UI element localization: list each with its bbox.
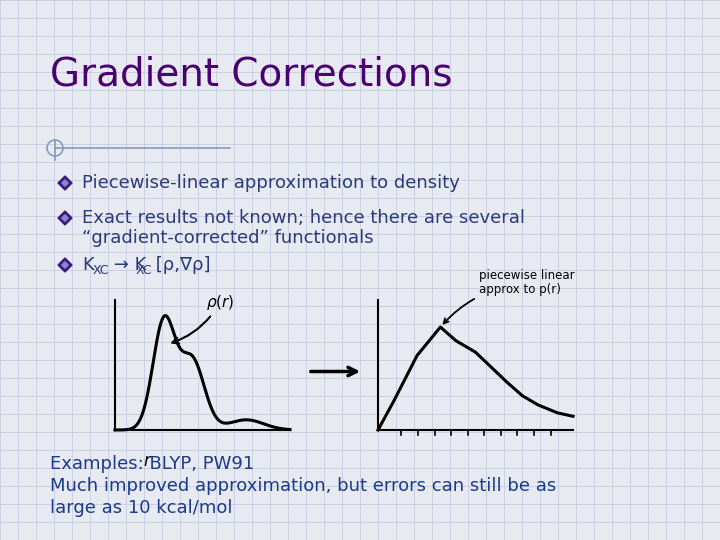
Polygon shape	[58, 258, 72, 272]
Text: Gradient Corrections: Gradient Corrections	[50, 55, 452, 93]
Text: r: r	[143, 452, 150, 470]
Polygon shape	[62, 215, 68, 221]
Text: piecewise linear
approx to p(r): piecewise linear approx to p(r)	[444, 268, 575, 323]
Polygon shape	[62, 180, 68, 186]
Text: “gradient-corrected” functionals: “gradient-corrected” functionals	[82, 229, 374, 247]
Text: Piecewise-linear approximation to density: Piecewise-linear approximation to densit…	[82, 174, 460, 192]
Polygon shape	[62, 262, 68, 268]
Text: Exact results not known; hence there are several: Exact results not known; hence there are…	[82, 209, 525, 227]
Text: Examples: BLYP, PW91: Examples: BLYP, PW91	[50, 455, 254, 473]
Text: K: K	[82, 256, 94, 274]
Text: [ρ,∇ρ]: [ρ,∇ρ]	[150, 256, 210, 274]
Text: XC: XC	[93, 264, 109, 276]
Text: Much improved approximation, but errors can still be as: Much improved approximation, but errors …	[50, 477, 557, 495]
Polygon shape	[58, 211, 72, 225]
Text: large as 10 kcal/mol: large as 10 kcal/mol	[50, 499, 233, 517]
Text: XC: XC	[136, 264, 153, 276]
Polygon shape	[58, 176, 72, 190]
Text: $\rho(r)$: $\rho(r)$	[172, 293, 235, 343]
Text: → K: → K	[108, 256, 146, 274]
